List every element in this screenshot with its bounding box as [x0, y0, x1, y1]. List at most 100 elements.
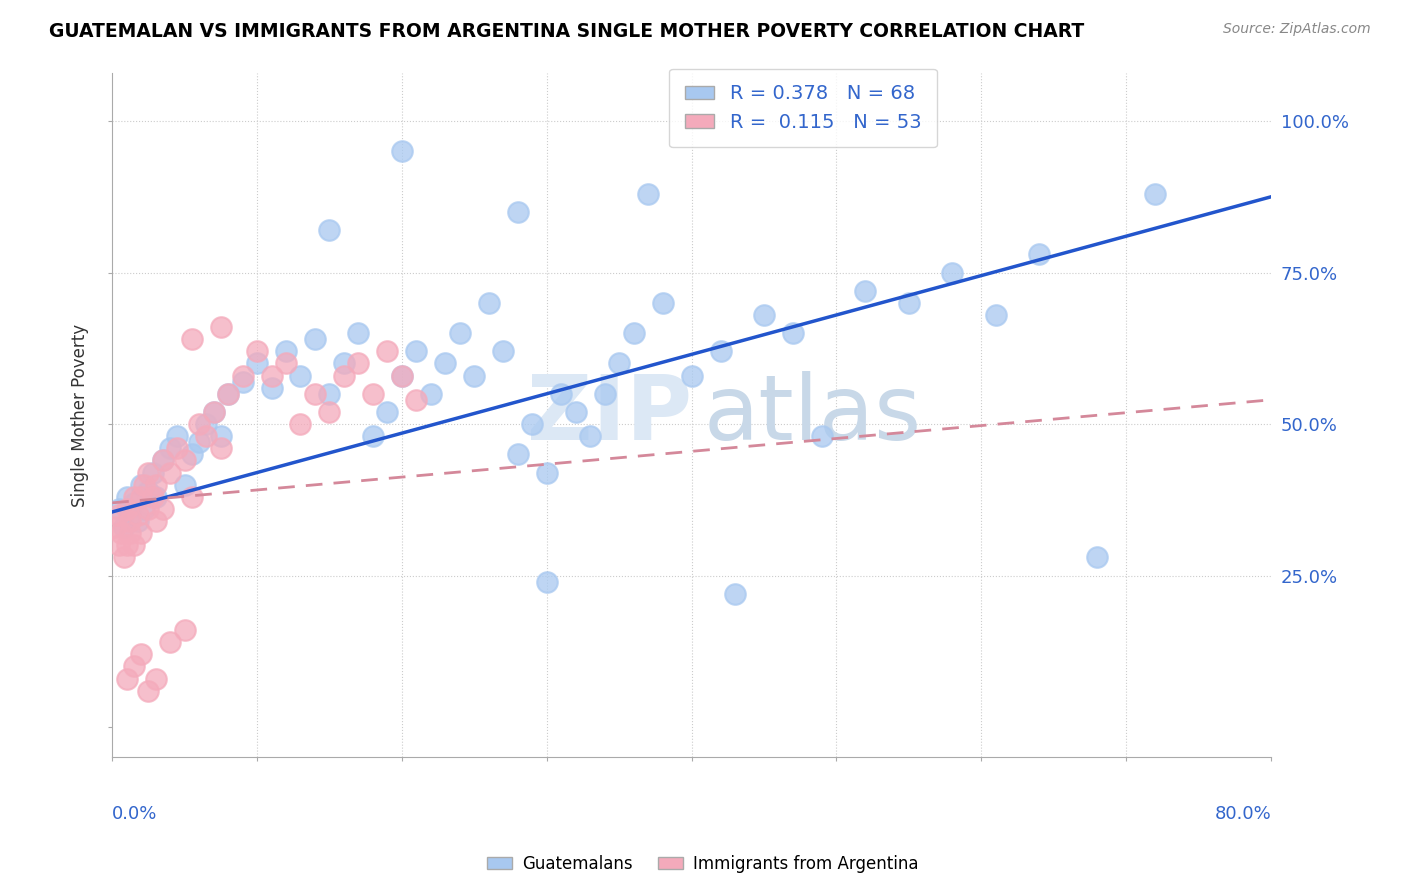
- Legend: R = 0.378   N = 68, R =  0.115   N = 53: R = 0.378 N = 68, R = 0.115 N = 53: [669, 69, 936, 147]
- Point: [209, 442, 232, 456]
- Point: [118, 526, 141, 541]
- Point: [129, 648, 152, 662]
- Point: [347, 356, 370, 370]
- Point: [492, 344, 515, 359]
- Point: [110, 526, 132, 541]
- Text: ZIP: ZIP: [526, 371, 692, 459]
- Point: [419, 386, 441, 401]
- Point: [361, 429, 384, 443]
- Point: [209, 320, 232, 334]
- Point: [138, 502, 160, 516]
- Point: [593, 386, 616, 401]
- Text: 0.0%: 0.0%: [112, 805, 157, 823]
- Point: [246, 356, 269, 370]
- Point: [115, 502, 138, 516]
- Point: [232, 368, 254, 383]
- Point: [855, 284, 877, 298]
- Point: [202, 405, 225, 419]
- Point: [984, 308, 1007, 322]
- Point: [132, 502, 155, 516]
- Point: [260, 368, 283, 383]
- Point: [681, 368, 703, 383]
- Point: [941, 266, 963, 280]
- Point: [246, 344, 269, 359]
- Point: [159, 442, 181, 456]
- Text: 80.0%: 80.0%: [1215, 805, 1271, 823]
- Point: [550, 386, 572, 401]
- Point: [607, 356, 630, 370]
- Point: [318, 386, 340, 401]
- Point: [463, 368, 485, 383]
- Point: [1144, 186, 1167, 201]
- Point: [564, 405, 586, 419]
- Point: [112, 520, 135, 534]
- Point: [405, 392, 427, 407]
- Point: [377, 344, 399, 359]
- Point: [1085, 550, 1108, 565]
- Point: [115, 672, 138, 686]
- Point: [108, 538, 131, 552]
- Point: [333, 368, 356, 383]
- Point: [108, 502, 131, 516]
- Point: [217, 386, 239, 401]
- Point: [202, 405, 225, 419]
- Point: [449, 326, 471, 340]
- Point: [122, 659, 145, 673]
- Point: [127, 514, 149, 528]
- Point: [173, 477, 195, 491]
- Point: [115, 538, 138, 552]
- Point: [152, 453, 174, 467]
- Point: [180, 490, 202, 504]
- Point: [434, 356, 457, 370]
- Point: [897, 296, 920, 310]
- Point: [122, 496, 145, 510]
- Point: [623, 326, 645, 340]
- Point: [159, 635, 181, 649]
- Point: [333, 356, 356, 370]
- Point: [127, 508, 149, 522]
- Point: [710, 344, 733, 359]
- Point: [478, 296, 501, 310]
- Point: [142, 466, 165, 480]
- Point: [115, 490, 138, 504]
- Point: [188, 417, 211, 431]
- Point: [1028, 247, 1050, 261]
- Point: [811, 429, 834, 443]
- Point: [209, 429, 232, 443]
- Y-axis label: Single Mother Poverty: Single Mother Poverty: [72, 324, 89, 507]
- Point: [104, 520, 127, 534]
- Point: [637, 186, 659, 201]
- Point: [391, 368, 413, 383]
- Point: [118, 514, 141, 528]
- Point: [304, 386, 326, 401]
- Point: [536, 466, 558, 480]
- Point: [145, 490, 167, 504]
- Point: [304, 332, 326, 346]
- Point: [145, 514, 167, 528]
- Point: [118, 508, 141, 522]
- Point: [391, 145, 413, 159]
- Point: [290, 417, 312, 431]
- Point: [536, 574, 558, 589]
- Point: [122, 538, 145, 552]
- Point: [274, 356, 297, 370]
- Point: [522, 417, 544, 431]
- Text: GUATEMALAN VS IMMIGRANTS FROM ARGENTINA SINGLE MOTHER POVERTY CORRELATION CHART: GUATEMALAN VS IMMIGRANTS FROM ARGENTINA …: [49, 22, 1084, 41]
- Point: [159, 466, 181, 480]
- Point: [129, 526, 152, 541]
- Point: [180, 332, 202, 346]
- Point: [318, 405, 340, 419]
- Point: [724, 587, 747, 601]
- Point: [129, 490, 152, 504]
- Point: [166, 442, 188, 456]
- Point: [506, 447, 529, 461]
- Point: [361, 386, 384, 401]
- Point: [132, 477, 155, 491]
- Point: [166, 429, 188, 443]
- Point: [651, 296, 673, 310]
- Point: [152, 502, 174, 516]
- Point: [579, 429, 602, 443]
- Point: [129, 477, 152, 491]
- Point: [290, 368, 312, 383]
- Text: atlas: atlas: [703, 371, 921, 459]
